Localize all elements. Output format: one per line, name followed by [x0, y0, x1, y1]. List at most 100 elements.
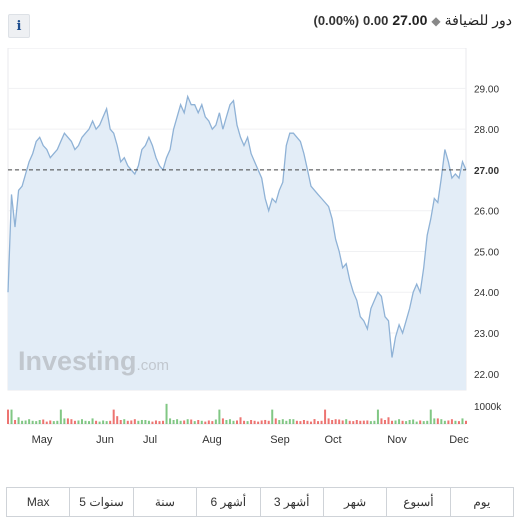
volume-bar [200, 420, 203, 424]
quote-header: i دور للضيافة ◆ 27.00 0.00 (0.00%) [0, 0, 520, 44]
volume-bar [278, 420, 281, 424]
volume-bar [190, 419, 193, 424]
tab-1-month[interactable]: شهر [322, 488, 386, 516]
volume-bar [419, 420, 422, 424]
volume-bar [172, 420, 175, 424]
volume-bar [250, 420, 253, 424]
volume-bar [380, 418, 383, 424]
volume-bar [77, 420, 80, 424]
volume-bar [176, 419, 179, 424]
volume-bar [56, 420, 59, 424]
tab-5-years[interactable]: 5 سنوات [69, 488, 132, 516]
quote-summary: دور للضيافة ◆ 27.00 0.00 (0.00%) [313, 12, 512, 29]
volume-bar [80, 419, 83, 424]
volume-bar [271, 409, 274, 424]
volume-bar [327, 418, 330, 424]
volume-bar [28, 419, 31, 424]
volume-bar [35, 421, 38, 424]
unchanged-diamond-icon: ◆ [431, 14, 441, 28]
percent-change: (0.00%) [313, 13, 360, 28]
volume-bar [63, 418, 66, 424]
volume-bar [405, 421, 408, 424]
volume-bar [246, 421, 249, 424]
x-tick-label: Oct [324, 434, 341, 446]
volume-bar [443, 420, 446, 424]
volume-bar [225, 420, 228, 424]
last-price-tag: 27.00 [474, 166, 499, 177]
volume-bar [137, 420, 140, 424]
volume-bar [334, 419, 337, 424]
y-tick-label: 26.00 [474, 207, 499, 218]
volume-bar [24, 420, 27, 424]
volume-bar [218, 409, 221, 424]
price-chart[interactable]: 29.00 28.00 26.00 25.00 24.00 23.00 22.00 27.00… [0, 47, 520, 458]
tab-1-week[interactable]: أسبوع [386, 488, 449, 516]
volume-bar [236, 420, 238, 424]
volume-bar [193, 421, 196, 424]
volume-bar [183, 420, 186, 424]
volume-bar [313, 419, 316, 424]
volume-bar [221, 418, 224, 424]
volume-bar [144, 420, 147, 424]
volume-bar [21, 420, 24, 424]
volume-bar [70, 419, 73, 424]
volume-bar [373, 420, 376, 424]
last-price-tag-bg [468, 160, 500, 179]
volume-bar [228, 419, 231, 424]
y-tick-label: 29.00 [474, 84, 499, 95]
volume-bar [147, 420, 150, 424]
y-tick-label: 23.00 [474, 329, 499, 340]
volume-bar [338, 419, 341, 424]
volume-bar [165, 403, 168, 424]
volume-bar [140, 419, 143, 424]
volume-bar [95, 420, 98, 424]
volume-bar [415, 421, 418, 424]
volume-bar [239, 417, 242, 424]
volume-bar [264, 419, 267, 424]
volume-bar [14, 420, 17, 424]
volume-bar [433, 418, 436, 424]
tab-1-day[interactable]: يوم [449, 488, 513, 516]
volume-bar [197, 420, 200, 424]
tab-6-months[interactable]: 6 أشهر [196, 488, 259, 516]
volume-bar [320, 420, 323, 424]
x-tick-label: Jul [143, 434, 157, 446]
volume-bar [243, 420, 246, 424]
tab-max[interactable]: Max [26, 495, 50, 509]
volume-bar [366, 420, 369, 424]
tab-3-months[interactable]: 3 أشهر [259, 488, 323, 516]
volume-bar [45, 421, 48, 424]
volume-bar [436, 418, 439, 424]
volume-bar [49, 420, 52, 424]
price-line [7, 94, 467, 358]
volume-bar [447, 420, 450, 424]
volume-bar [285, 420, 288, 424]
volume-bar [59, 409, 62, 424]
chart-canvas[interactable]: 29.00 28.00 26.00 25.00 24.00 23.00 22.00 27.00… [0, 47, 520, 458]
volume-bar [454, 420, 457, 424]
volume-bar [450, 419, 453, 424]
volume-bar [116, 416, 119, 424]
volume-bar [352, 421, 355, 424]
volume-bar [91, 418, 94, 424]
volume-bar [376, 409, 379, 424]
volume-bar [211, 421, 214, 424]
range-tabs: Max 5 سنوات سنة 6 أشهر 3 أشهر شهر أسبوع … [6, 487, 514, 517]
volume-bar [457, 421, 460, 424]
volume-bar [214, 419, 217, 424]
volume-bar [331, 420, 334, 424]
volume-bar [186, 419, 189, 424]
volume-bar [112, 409, 115, 424]
volume-bar [440, 419, 443, 424]
volume-bar [412, 419, 415, 424]
volume-bar [52, 421, 55, 424]
volume-bar [387, 417, 390, 424]
volume-bar [260, 420, 263, 424]
volume-bar [394, 420, 397, 424]
volume-bar [105, 421, 108, 424]
volume-bar [207, 420, 210, 424]
volume-bar [401, 420, 404, 424]
tab-1-year[interactable]: سنة [132, 488, 196, 516]
info-icon[interactable]: i [8, 14, 30, 38]
volume-bar [359, 420, 362, 424]
